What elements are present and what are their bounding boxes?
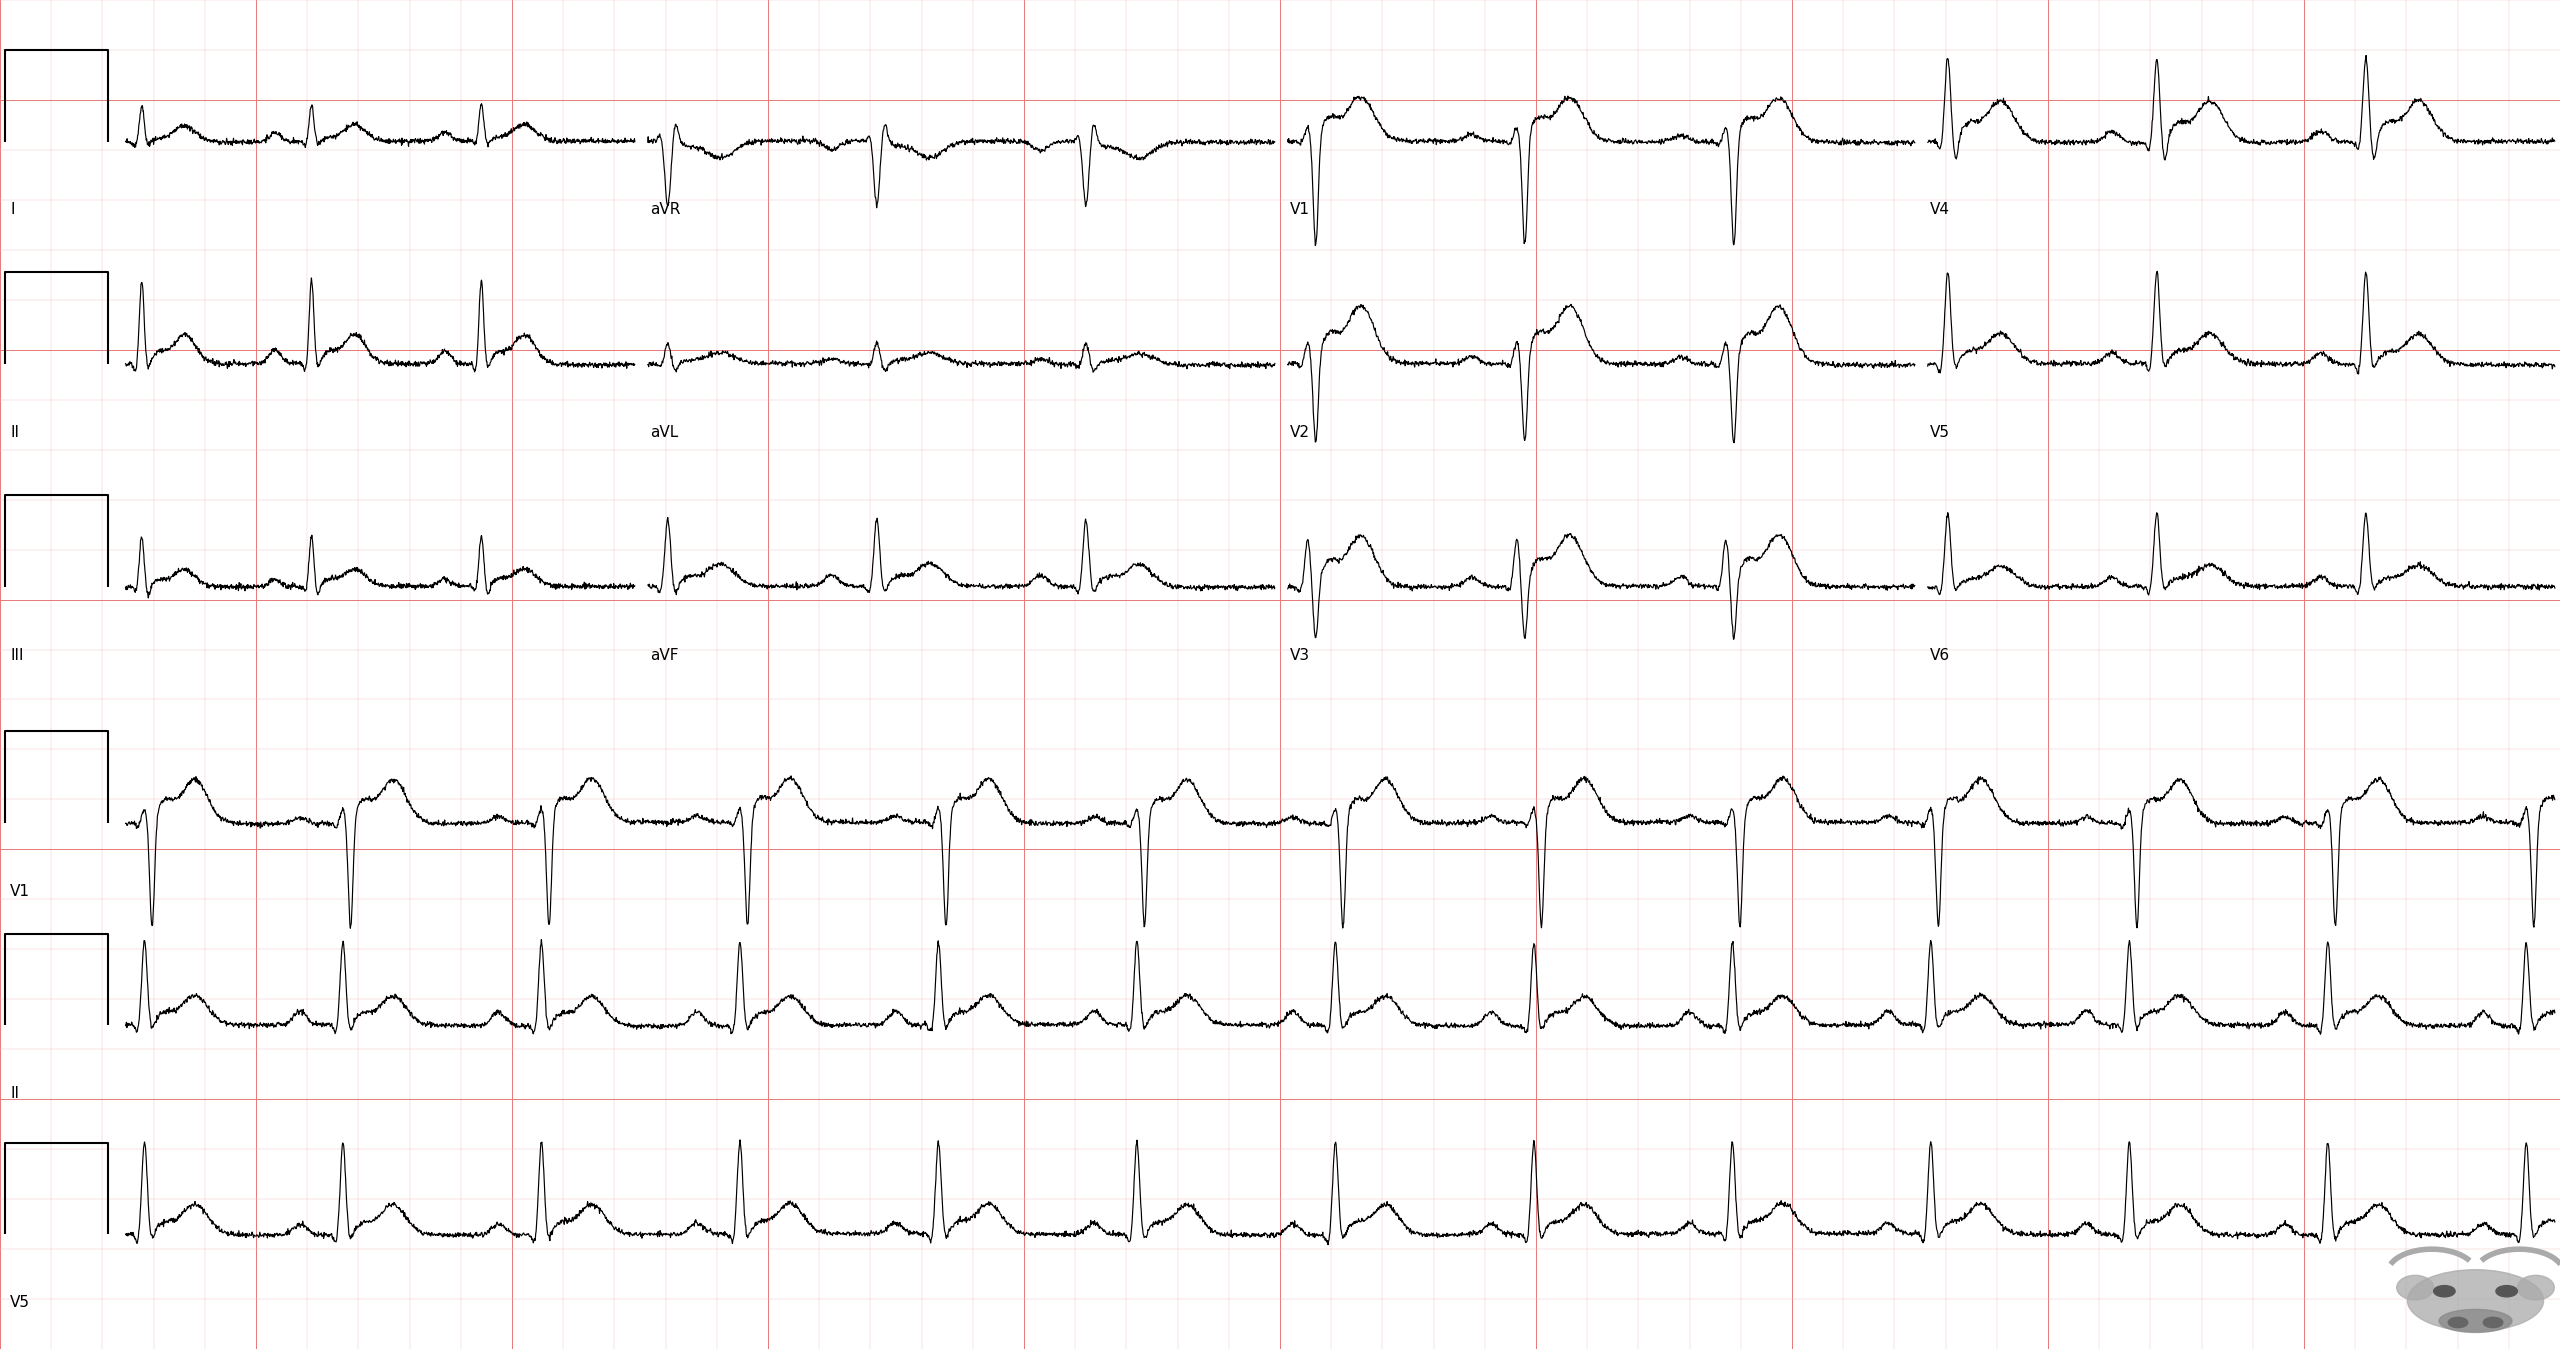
Text: II: II: [10, 1086, 20, 1101]
Text: aVR: aVR: [650, 202, 681, 217]
Ellipse shape: [2516, 1275, 2555, 1300]
Text: V1: V1: [10, 884, 31, 898]
Text: V6: V6: [1930, 648, 1951, 662]
Text: V5: V5: [10, 1295, 31, 1310]
Text: V3: V3: [1290, 648, 1311, 662]
Ellipse shape: [2396, 1275, 2435, 1300]
Text: V1: V1: [1290, 202, 1311, 217]
Text: V2: V2: [1290, 425, 1311, 440]
Text: aVL: aVL: [650, 425, 678, 440]
Text: V4: V4: [1930, 202, 1951, 217]
Text: II: II: [10, 425, 20, 440]
Text: aVF: aVF: [650, 648, 678, 662]
Ellipse shape: [2440, 1310, 2511, 1333]
Circle shape: [2435, 1286, 2455, 1296]
Ellipse shape: [2406, 1269, 2545, 1331]
Text: III: III: [10, 648, 23, 662]
Text: I: I: [10, 202, 15, 217]
Circle shape: [2447, 1318, 2468, 1327]
Text: V5: V5: [1930, 425, 1951, 440]
Circle shape: [2483, 1318, 2504, 1327]
Circle shape: [2496, 1286, 2516, 1296]
